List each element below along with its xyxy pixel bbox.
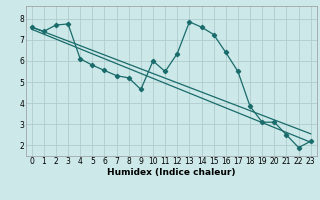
X-axis label: Humidex (Indice chaleur): Humidex (Indice chaleur): [107, 168, 236, 177]
